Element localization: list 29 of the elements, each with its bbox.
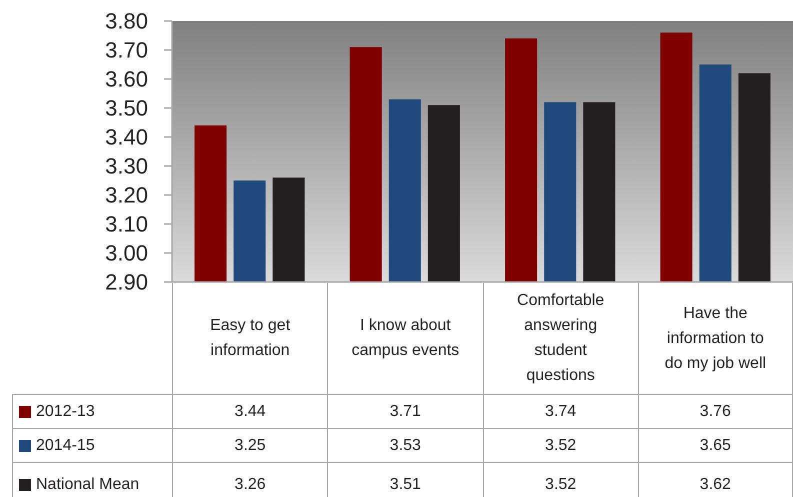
y-tick-label: 3.80 [105,8,148,34]
y-tick-label: 3.30 [105,154,148,179]
data-label: 3.74 [545,402,576,422]
data-label: 3.44 [234,402,266,422]
data-label: 3.25 [234,436,266,456]
data-label: 3.52 [545,474,576,494]
y-tick-label: 3.00 [105,240,148,266]
data-label: 3.76 [700,402,731,422]
x-tick-label: I know about campus events [350,316,460,362]
x-tick-label: Easy to get information [209,316,292,362]
data-label: 3.51 [390,474,421,494]
data-label: 3.53 [390,436,421,456]
legend-label: National Mean [36,474,140,494]
data-label: 3.62 [700,474,731,494]
y-tick-label: 2.90 [105,270,148,295]
data-label: 3.52 [545,436,576,456]
x-tick-label: Have the information to do my job well [664,304,768,374]
y-tick-label: 3.50 [105,96,148,121]
y-tick-label: 3.20 [105,182,148,208]
data-label: 3.26 [234,474,266,494]
data-label: 3.65 [700,436,731,456]
legend-label: 2014-15 [36,436,95,456]
y-tick-label: 3.10 [105,212,148,237]
y-tick-label: 3.60 [105,66,148,92]
x-tick-label: Comfortable answering student questions [516,291,606,386]
data-label: 3.71 [390,402,421,422]
y-tick-label: 3.70 [105,38,148,63]
y-tick-label: 3.40 [105,124,148,150]
legend-label: 2012-13 [36,402,95,422]
